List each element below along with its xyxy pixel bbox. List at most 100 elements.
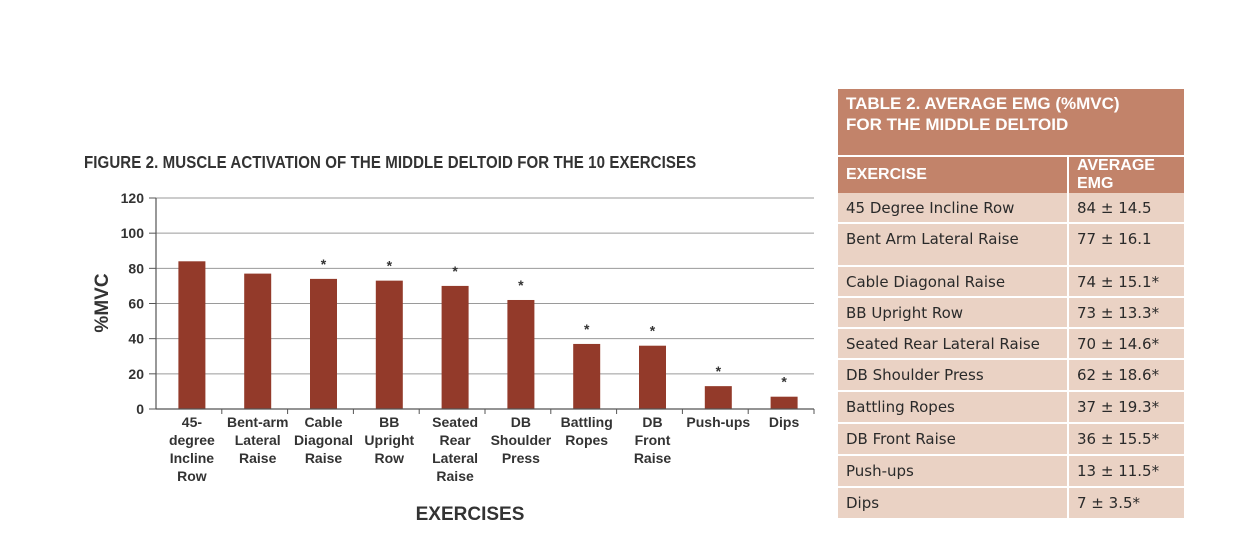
category-label-line: Lateral (235, 432, 281, 448)
bar (244, 273, 272, 409)
category-label-line: Row (375, 450, 405, 466)
category-label-line: Row (177, 468, 207, 484)
category-label-line: Raise (239, 450, 277, 466)
category-label-line: Raise (436, 468, 474, 484)
category-label-line: Front (635, 432, 671, 448)
category-label-line: degree (169, 432, 215, 448)
table-row: Cable Diagonal Raise 74 ± 15.1* (838, 266, 1184, 298)
table-row: Push-ups 13 ± 11.5* (838, 455, 1184, 488)
grid-lines (156, 197, 814, 375)
category-label: Cable Diagonal Raise (294, 414, 353, 466)
category-label-line: DB (642, 414, 662, 430)
y-tick-label: 20 (128, 366, 144, 382)
table-row: DB Shoulder Press 62 ± 18.6* (838, 359, 1184, 392)
exercise-cell: Seated Rear Lateral Raise (838, 328, 1068, 360)
table-row: DB Front Raise 36 ± 15.5* (838, 423, 1184, 456)
figure-2: FIGURE 2. MUSCLE ACTIVATION OF THE MIDDL… (84, 152, 815, 525)
table-row: Battling Ropes 37 ± 19.3* (838, 391, 1184, 424)
bar (507, 299, 535, 409)
y-tick-label: 100 (121, 225, 145, 241)
emg-cell: 13 ± 11.5* (1067, 455, 1184, 488)
bar (704, 386, 732, 409)
category-label-line: Raise (305, 450, 343, 466)
significance-marker: * (650, 323, 656, 339)
category-label-line: Press (502, 450, 540, 466)
emg-cell: 70 ± 14.6* (1067, 328, 1184, 360)
bar (770, 396, 798, 409)
table-body: 45 Degree Incline Row 84 ± 14.5 Bent Arm … (838, 193, 1184, 520)
significance-marker: * (781, 374, 787, 390)
emg-cell: 74 ± 15.1* (1067, 266, 1184, 298)
category-label: Seated Rear Lateral Raise (432, 414, 478, 484)
significance-marker: * (716, 363, 722, 379)
category-label: BB Upright Row (364, 414, 414, 466)
category-label-line: Seated (432, 414, 478, 430)
figure-title: FIGURE 2. MUSCLE ACTIVATION OF THE MIDDL… (84, 152, 697, 172)
category-label: Battling Ropes (561, 414, 613, 448)
category-label-line: 45- (182, 414, 203, 430)
emg-cell: 7 ± 3.5* (1067, 487, 1184, 520)
category-label-line: Incline (170, 450, 215, 466)
labels: 0 20 40 60 80 100 120 45- degree Incline Row Bent-a… (92, 190, 799, 525)
category-label: DB Shoulder Press (491, 414, 552, 466)
y-tick-label: 120 (121, 190, 145, 206)
bar (310, 278, 337, 409)
category-label-line: Ropes (565, 432, 608, 448)
exercise-cell: Push-ups (838, 455, 1068, 488)
y-axis-title: %MVC (92, 273, 113, 332)
column-header-exercise: EXERCISE (838, 156, 1068, 193)
emg-cell: 84 ± 14.5 (1067, 193, 1184, 224)
emg-cell: 36 ± 15.5* (1067, 423, 1184, 456)
category-label: Dips (769, 414, 800, 430)
exercise-cell: Battling Ropes (838, 391, 1068, 424)
column-header-average-emg: AVERAGE EMG (1067, 156, 1184, 193)
category-label-line: Battling (561, 414, 613, 430)
emg-cell: 37 ± 19.3* (1067, 391, 1184, 424)
table-row: Seated Rear Lateral Raise 70 ± 14.6* (838, 328, 1184, 360)
significance-marker: * (321, 256, 327, 272)
bar-chart: 0 20 40 60 80 100 120 45- degree Incline Row Bent-a… (92, 190, 815, 525)
category-label-line: BB (379, 414, 399, 430)
category-label-line: Upright (364, 432, 414, 448)
exercise-cell: DB Front Raise (838, 423, 1068, 456)
y-tick-label: 80 (128, 260, 144, 276)
emg-cell: 62 ± 18.6* (1067, 359, 1184, 392)
category-label-line: Shoulder (491, 432, 552, 448)
table-title-line-1: TABLE 2. AVERAGE EMG (%MVC) (846, 94, 1120, 113)
category-label-line: Rear (440, 432, 472, 448)
x-axis-title: EXERCISES (416, 504, 525, 525)
category-label-line: DB (511, 414, 531, 430)
significance-marker: * (387, 258, 393, 274)
category-label-line: Raise (634, 450, 672, 466)
bar (375, 280, 403, 409)
significance-marker: * (452, 263, 458, 279)
table-row: Bent Arm Lateral Raise 77 ± 16.1 (838, 223, 1184, 267)
bar (639, 345, 666, 409)
bars (178, 261, 798, 409)
category-label: Bent-arm Lateral Raise (227, 414, 288, 466)
exercise-cell: Cable Diagonal Raise (838, 266, 1068, 298)
emg-cell: 77 ± 16.1 (1067, 223, 1184, 267)
emg-cell: 73 ± 13.3* (1067, 297, 1184, 329)
category-label-line: Bent-arm (227, 414, 288, 430)
category-label-line: Cable (304, 414, 342, 430)
category-label: DB Front Raise (634, 414, 672, 466)
exercise-cell: BB Upright Row (838, 297, 1068, 329)
table-row: BB Upright Row 73 ± 13.3* (838, 297, 1184, 329)
category-label-line: Lateral (432, 450, 478, 466)
category-label-line: Diagonal (294, 432, 353, 448)
table-title: TABLE 2. AVERAGE EMG (%MVC) FOR THE MIDD… (838, 89, 1184, 157)
significance-marker: * (584, 321, 590, 337)
category-label: Push-ups (686, 414, 750, 430)
y-tick-label: 40 (128, 331, 144, 347)
y-tick-label: 0 (136, 401, 144, 417)
bar (178, 261, 206, 409)
bar (573, 343, 601, 409)
category-label: 45- degree Incline Row (169, 414, 215, 484)
table-row: 45 Degree Incline Row 84 ± 14.5 (838, 193, 1184, 224)
table-title-line-2: FOR THE MIDDLE DELTOID (846, 115, 1069, 134)
exercise-cell: Bent Arm Lateral Raise (838, 223, 1068, 267)
exercise-cell: Dips (838, 487, 1068, 520)
axes (149, 197, 815, 414)
emg-table: TABLE 2. AVERAGE EMG (%MVC) FOR THE MIDD… (838, 89, 1184, 520)
